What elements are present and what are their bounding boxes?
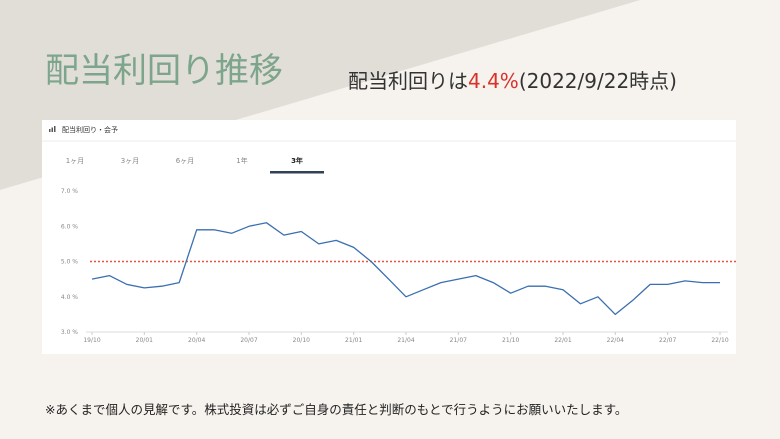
subtitle-highlight: 4.4% [468,69,519,93]
x-tick-label: 22/01 [554,337,571,344]
x-tick-label: 20/07 [240,337,257,344]
x-tick-label: 20/01 [136,337,153,344]
tab-underline [270,171,324,174]
y-tick-label: 5.0 % [61,259,78,266]
card-icon [49,126,56,132]
data-line [91,222,720,316]
tab[interactable]: 3ヶ月 [121,157,139,165]
title: 配当利回り推移 [45,51,283,91]
subtitle-prefix: 配当利回りは [348,69,468,93]
tab[interactable]: 1ヶ月 [66,157,84,165]
subtitle: 配当利回りは4.4%(2022/9/22時点) [348,69,677,93]
x-tick-label: 21/01 [345,337,362,344]
x-tick-label: 21/10 [502,337,519,344]
x-tick-label: 21/07 [450,337,467,344]
card-title: 配当利回り・会予 [62,125,118,134]
x-tick-label: 21/04 [397,337,414,344]
chart-card [42,120,736,354]
y-tick-label: 7.0 % [61,188,78,195]
x-tick-label: 22/04 [607,337,624,344]
tab[interactable]: 1年 [236,156,247,165]
x-tick-label: 20/04 [188,337,205,344]
x-tick-label: 20/10 [293,337,310,344]
footnote: ※あくまで個人の見解です。株式投資は必ずご自身の責任と判断のもとで行うようにお願… [45,402,627,417]
x-tick-label: 22/07 [659,337,676,344]
subtitle-suffix: (2022/9/22時点) [519,69,677,93]
x-tick-label: 22/10 [711,337,728,344]
y-tick-label: 3.0 % [61,329,78,336]
y-tick-label: 4.0 % [61,294,78,301]
x-tick-label: 19/10 [83,337,100,344]
tab[interactable]: 6ヶ月 [176,157,194,165]
tab[interactable]: 3年 [291,156,303,165]
y-tick-label: 6.0 % [61,223,78,230]
